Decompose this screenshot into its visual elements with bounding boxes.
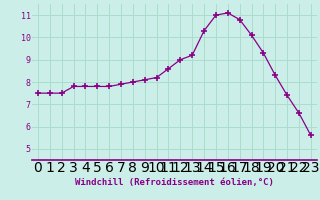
X-axis label: Windchill (Refroidissement éolien,°C): Windchill (Refroidissement éolien,°C) bbox=[75, 178, 274, 187]
